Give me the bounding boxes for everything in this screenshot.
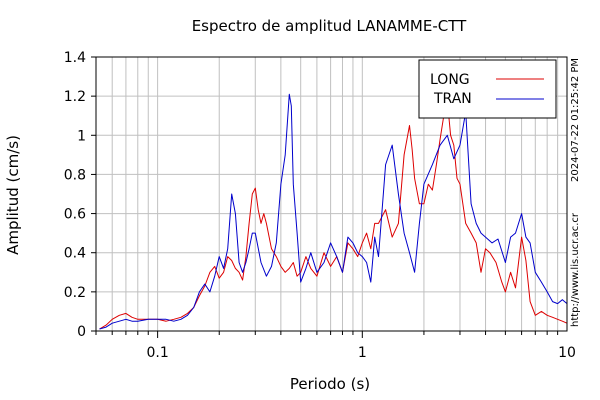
y-tick-label: 1: [77, 128, 86, 144]
series-lines: [99, 93, 568, 330]
y-tick-label: 1.4: [64, 50, 86, 66]
x-tick-label: 0.1: [146, 345, 168, 361]
legend-label-tran: TRAN: [433, 91, 472, 107]
axis-ticks: 0 0.2 0.4 0.6 0.8 1 1.2 1.4 0.1 1 10: [64, 50, 576, 361]
grid: [95, 56, 567, 332]
x-axis-label: Periodo (s): [290, 375, 370, 393]
legend: LONG TRAN: [418, 59, 557, 119]
y-tick-label: 0.8: [64, 167, 86, 183]
y-tick-label: 0.6: [64, 207, 86, 223]
series-line-tran: [99, 93, 568, 330]
timestamp-label: 2024-07-22 01:25:42 PM: [570, 58, 581, 182]
chart-title: Espectro de amplitud LANAMME-CTT: [192, 17, 467, 35]
y-tick-label: 0.4: [64, 246, 86, 262]
y-tick-label: 1.2: [64, 89, 86, 105]
plot-frame: [95, 56, 568, 332]
y-tick-label: 0: [77, 324, 86, 340]
series-line-long: [99, 99, 568, 330]
source-url-label: http://www.lis.ucr.ac.cr: [570, 212, 581, 327]
x-tick-label: 1: [358, 345, 367, 361]
x-tick-label: 10: [558, 345, 576, 361]
y-tick-label: 0.2: [64, 285, 86, 301]
y-axis-label: Amplitud (cm/s): [4, 135, 22, 255]
legend-label-long: LONG: [430, 72, 470, 88]
legend-box: [418, 59, 557, 119]
